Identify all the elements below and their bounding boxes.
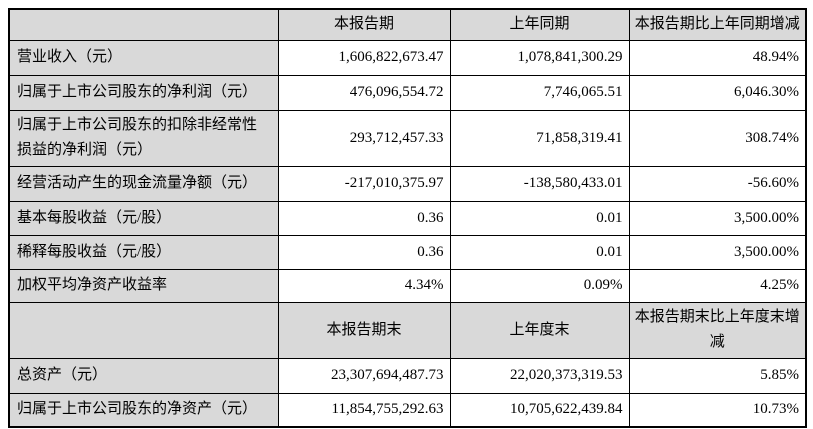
financial-summary-table: 本报告期 上年同期 本报告期比上年同期增减 营业收入（元） 1,606,822,… — [8, 8, 807, 428]
header-row-period-end: 本报告期末 上年度末 本报告期末比上年度末增减 — [8, 301, 807, 359]
value-change: 48.94% — [628, 39, 807, 76]
row-label: 营业收入（元） — [8, 39, 279, 76]
row-label: 经营活动产生的现金流量净额（元） — [8, 165, 279, 202]
value-current: 293,712,457.33 — [277, 109, 451, 167]
row-label: 加权平均净资产收益率 — [8, 268, 279, 303]
value-current: 1,606,822,673.47 — [277, 39, 451, 76]
value-prior: 1,078,841,300.29 — [449, 39, 630, 76]
col-header-current-period-end: 本报告期末 — [277, 301, 451, 359]
row-label: 基本每股收益（元/股） — [8, 200, 279, 236]
value-current: 0.36 — [277, 200, 451, 236]
table-row-net-profit-excl-nonrecurring: 归属于上市公司股东的扣除非经常性损益的净利润（元） 293,712,457.33… — [8, 109, 807, 167]
header-empty-cell — [8, 301, 279, 359]
value-current: 476,096,554.72 — [277, 74, 451, 111]
table-row-operating-revenue: 营业收入（元） 1,606,822,673.47 1,078,841,300.2… — [8, 39, 807, 76]
value-prior: 22,020,373,319.53 — [449, 357, 630, 394]
value-prior: 0.01 — [449, 234, 630, 270]
table-row-total-assets: 总资产（元） 23,307,694,487.73 22,020,373,319.… — [8, 357, 807, 394]
value-current: 4.34% — [277, 268, 451, 303]
table-row-diluted-eps: 稀释每股收益（元/股） 0.36 0.01 3,500.00% — [8, 234, 807, 270]
table-row-net-profit: 归属于上市公司股东的净利润（元） 476,096,554.72 7,746,06… — [8, 74, 807, 111]
value-change: -56.60% — [628, 165, 807, 202]
header-row-period: 本报告期 上年同期 本报告期比上年同期增减 — [8, 8, 807, 41]
value-prior: -138,580,433.01 — [449, 165, 630, 202]
value-current: 23,307,694,487.73 — [277, 357, 451, 394]
value-prior: 0.01 — [449, 200, 630, 236]
value-change: 308.74% — [628, 109, 807, 167]
value-change: 3,500.00% — [628, 234, 807, 270]
value-prior: 0.09% — [449, 268, 630, 303]
value-current: 0.36 — [277, 234, 451, 270]
value-prior: 7,746,065.51 — [449, 74, 630, 111]
value-current: -217,010,375.97 — [277, 165, 451, 202]
col-header-prior-year-end: 上年度末 — [449, 301, 630, 359]
col-header-period-change: 本报告期比上年同期增减 — [628, 8, 807, 41]
value-change: 3,500.00% — [628, 200, 807, 236]
row-label: 归属于上市公司股东的净利润（元） — [8, 74, 279, 111]
col-header-current-period: 本报告期 — [277, 8, 451, 41]
value-current: 11,854,755,292.63 — [277, 392, 451, 428]
value-change: 4.25% — [628, 268, 807, 303]
value-prior: 71,858,319.41 — [449, 109, 630, 167]
row-label: 稀释每股收益（元/股） — [8, 234, 279, 270]
col-header-prior-period: 上年同期 — [449, 8, 630, 41]
value-change: 10.73% — [628, 392, 807, 428]
value-change: 5.85% — [628, 357, 807, 394]
row-label: 归属于上市公司股东的净资产（元） — [8, 392, 279, 428]
col-header-period-end-change: 本报告期末比上年度末增减 — [628, 301, 807, 359]
table-row-basic-eps: 基本每股收益（元/股） 0.36 0.01 3,500.00% — [8, 200, 807, 236]
value-change: 6,046.30% — [628, 74, 807, 111]
header-empty-cell — [8, 8, 279, 41]
table-row-net-assets: 归属于上市公司股东的净资产（元） 11,854,755,292.63 10,70… — [8, 392, 807, 428]
table-row-weighted-avg-roe: 加权平均净资产收益率 4.34% 0.09% 4.25% — [8, 268, 807, 303]
value-prior: 10,705,622,439.84 — [449, 392, 630, 428]
table-row-operating-cash-flow: 经营活动产生的现金流量净额（元） -217,010,375.97 -138,58… — [8, 165, 807, 202]
row-label: 归属于上市公司股东的扣除非经常性损益的净利润（元） — [8, 109, 279, 167]
row-label: 总资产（元） — [8, 357, 279, 394]
